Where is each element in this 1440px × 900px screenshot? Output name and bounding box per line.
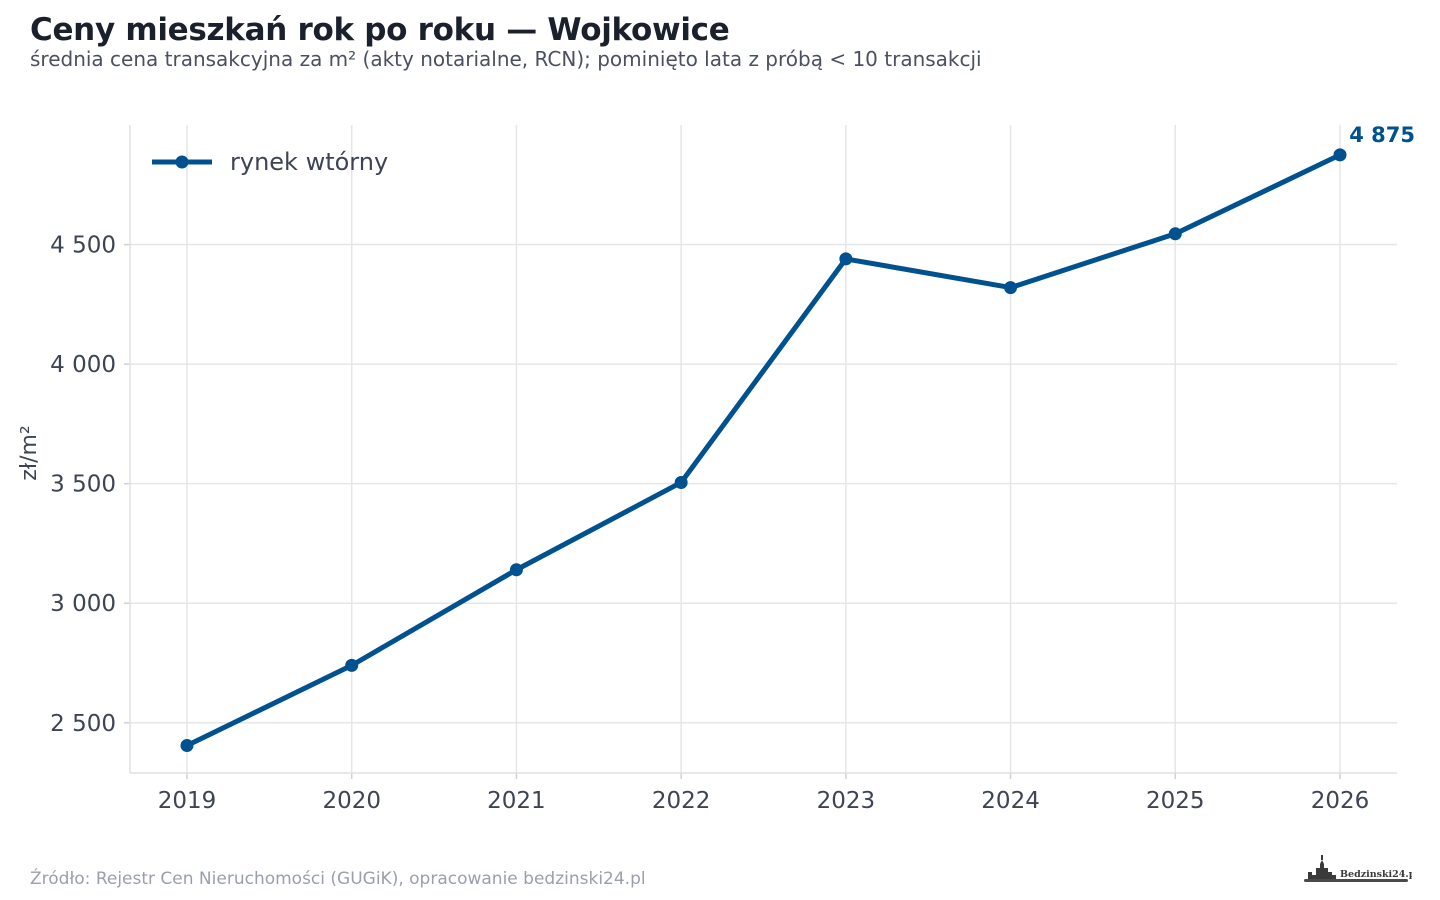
x-tick-label: 2026: [1311, 788, 1370, 814]
bedzinski24-logo: Bedzinski24.pl: [1304, 855, 1412, 882]
legend-marker-swatch: [175, 155, 189, 169]
data-point: [345, 658, 359, 672]
x-tick-labels: 2019 2020 2021 2022 2023 2024 2025 2026: [158, 788, 1370, 814]
chart-title: Ceny mieszkań rok po roku — Wojkowice: [30, 12, 730, 48]
x-tick-label: 2024: [981, 788, 1040, 814]
data-point: [180, 739, 194, 753]
x-tick-label: 2021: [487, 788, 546, 814]
svg-text:Bedzinski24.pl: Bedzinski24.pl: [1340, 869, 1412, 880]
series-layer: [180, 148, 1347, 753]
data-point: [1168, 227, 1182, 241]
grid-lines: [124, 125, 1397, 779]
data-point: [1333, 148, 1347, 162]
series-line: [184, 152, 1343, 749]
y-tick-label: 4 000: [50, 352, 116, 378]
legend: rynek wtórny: [152, 148, 388, 176]
legend-label: rynek wtórny: [230, 148, 388, 176]
y-tick-labels: 2 500 3 000 3 500 4 000 4 500: [50, 233, 116, 737]
data-point: [1004, 281, 1018, 295]
y-tick-label: 2 500: [50, 711, 116, 737]
x-tick-label: 2022: [652, 788, 711, 814]
chart-subtitle: średnia cena transakcyjna za m² (akty no…: [30, 47, 982, 71]
y-tick-label: 4 500: [50, 233, 116, 259]
x-tick-label: 2020: [322, 788, 381, 814]
data-point: [509, 563, 523, 577]
y-axis-label: zł/m²: [17, 425, 42, 480]
y-tick-label: 3 500: [50, 472, 116, 498]
x-tick-label: 2025: [1146, 788, 1205, 814]
x-tick-label: 2023: [817, 788, 876, 814]
end-value-label: 4 875: [1349, 123, 1415, 147]
data-point: [839, 252, 853, 266]
x-tick-label: 2019: [158, 788, 217, 814]
source-note: Źródło: Rejestr Cen Nieruchomości (GUGiK…: [30, 869, 646, 889]
data-point: [674, 475, 688, 489]
y-tick-label: 3 000: [50, 591, 116, 617]
